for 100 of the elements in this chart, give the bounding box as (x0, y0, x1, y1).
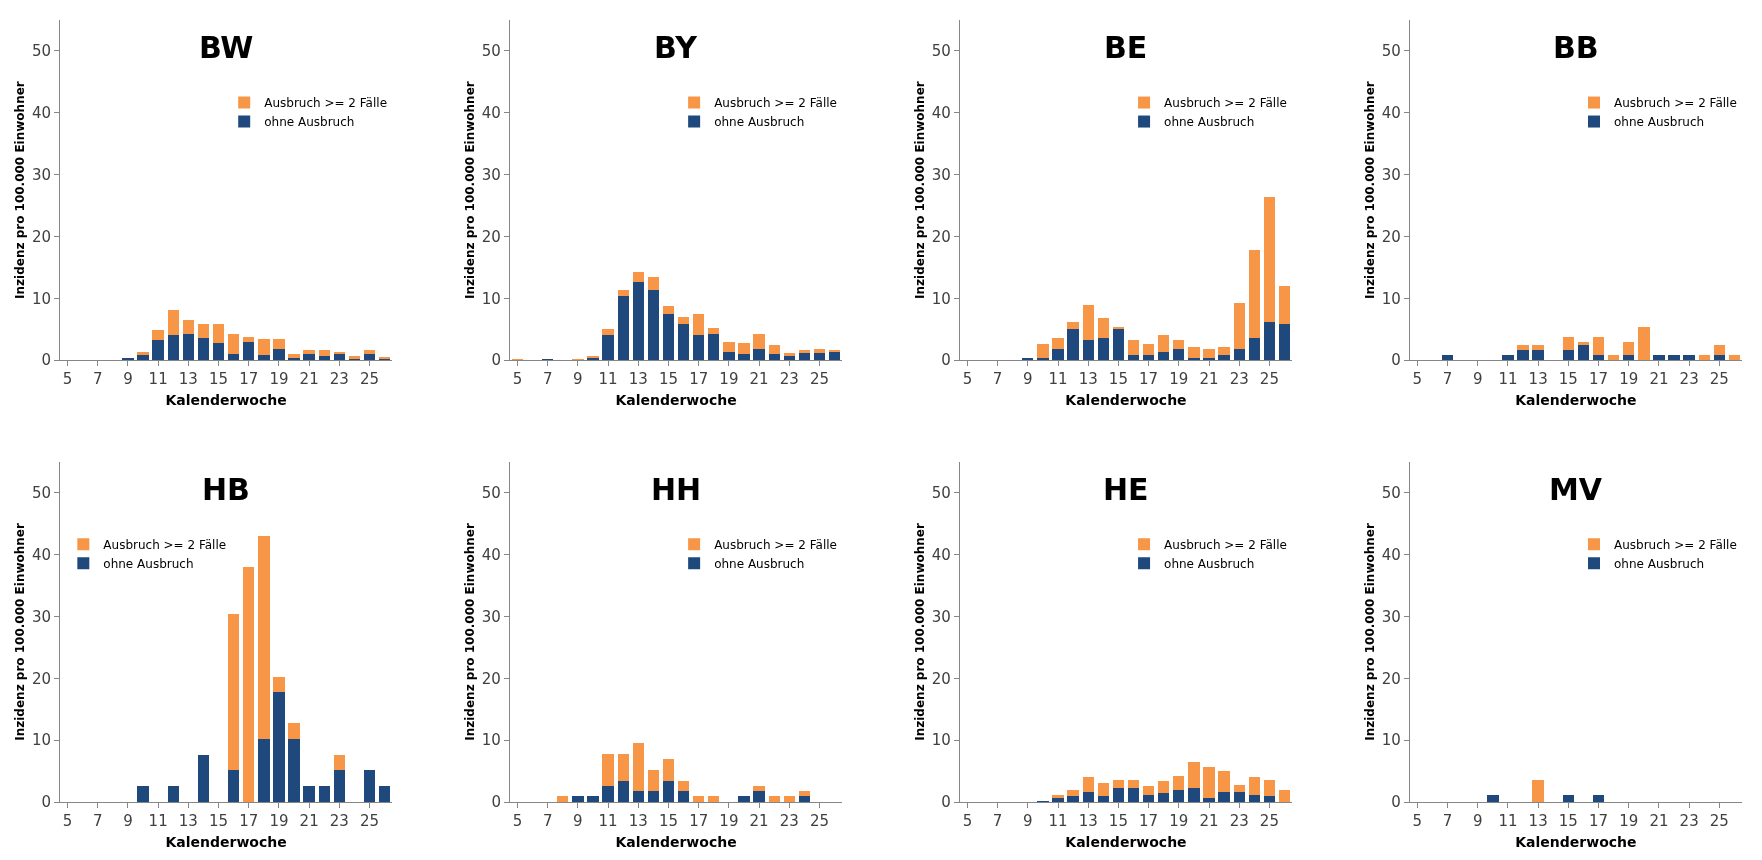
x-axis-title: Kalenderwoche (615, 392, 737, 409)
bar (288, 723, 300, 739)
x-tick-label: 5 (962, 812, 973, 830)
x-tick-label: 13 (1078, 812, 1098, 830)
bar (602, 785, 614, 802)
x-tick-label: 21 (1649, 812, 1669, 830)
x-tick-label: 7 (992, 812, 1003, 830)
x-tick-label: 17 (1589, 370, 1609, 389)
y-tick-label: 0 (1391, 351, 1401, 370)
x-tick-label: 21 (1649, 370, 1669, 389)
bar (1127, 779, 1140, 789)
bar (1158, 780, 1170, 794)
legend-label: Ausbruch >= 2 Fälle (103, 538, 227, 553)
bar (137, 352, 149, 355)
x-tick-label: 25 (360, 812, 380, 830)
bar (258, 355, 270, 361)
x-tick-label: 15 (209, 370, 229, 389)
y-tick-label: 30 (31, 607, 51, 626)
x-tick-label: 15 (209, 812, 229, 830)
bar (1067, 329, 1079, 361)
legend-label: ohne Ausbruch (1614, 115, 1705, 130)
x-tick-label: 19 (1169, 812, 1189, 830)
y-tick-label: 20 (481, 669, 501, 688)
y-tick-label: 10 (31, 731, 51, 750)
y-tick-label: 30 (1381, 165, 1401, 184)
x-tick-label: 15 (1558, 370, 1578, 389)
bar (197, 324, 210, 338)
bar (227, 353, 240, 361)
bar (1082, 777, 1094, 793)
bar (693, 335, 705, 361)
x-tick-label: 9 (1023, 812, 1033, 830)
chart-title: BB (1553, 30, 1599, 65)
chart-title: BW (199, 30, 254, 65)
x-tick-label: 25 (809, 370, 830, 389)
y-tick-label: 50 (1381, 484, 1401, 502)
bar (1158, 335, 1170, 352)
bar (753, 790, 765, 802)
bar (167, 335, 179, 361)
bar (318, 350, 330, 357)
bar (617, 780, 629, 802)
bar (768, 353, 780, 361)
bar (1188, 762, 1200, 789)
bar (273, 677, 285, 692)
x-axis-title: Kalenderwoche (1515, 834, 1637, 851)
y-tick-label: 50 (481, 42, 501, 61)
bar (783, 796, 795, 802)
bar (1142, 344, 1155, 356)
x-tick-label: 7 (542, 812, 553, 830)
x-tick-label: 15 (658, 370, 679, 389)
y-tick-label: 10 (931, 731, 951, 750)
legend-label: ohne Ausbruch (1614, 557, 1705, 572)
x-tick-label: 19 (1619, 812, 1639, 830)
y-tick-label: 10 (1381, 731, 1401, 750)
x-tick-label: 15 (1558, 812, 1578, 830)
chart-title: BY (654, 30, 699, 65)
bar (798, 352, 811, 361)
bar (617, 289, 629, 296)
bar (1037, 344, 1049, 358)
y-axis-title: Inzidenz pro 100.000 Einwohner (913, 81, 928, 299)
bar (1173, 349, 1185, 361)
x-tick-label: 5 (62, 812, 73, 830)
bar (333, 769, 346, 802)
x-tick-label: 21 (299, 812, 319, 830)
legend-label: Ausbruch >= 2 Fälle (264, 96, 388, 111)
bar (677, 324, 690, 361)
bar (798, 350, 811, 353)
legend-label: ohne Ausbruch (264, 115, 355, 130)
x-tick-label: 19 (1619, 370, 1639, 389)
x-tick-label: 7 (1442, 370, 1453, 389)
x-axis-title: Kalenderwoche (1065, 834, 1187, 851)
y-tick-label: 40 (931, 104, 951, 123)
bar (227, 769, 240, 802)
x-tick-label: 9 (573, 370, 583, 389)
y-tick-label: 40 (481, 104, 501, 123)
y-tick-label: 50 (481, 484, 501, 502)
bar (768, 345, 780, 354)
bar (303, 785, 315, 802)
bar (258, 738, 270, 802)
legend-label: Ausbruch >= 2 Fälle (714, 538, 837, 553)
y-tick-label: 40 (1381, 545, 1401, 564)
bar (333, 353, 346, 361)
legend-label: ohne Ausbruch (714, 557, 805, 572)
bar (1067, 321, 1079, 330)
bar (632, 282, 644, 361)
bar (677, 790, 690, 802)
x-tick-label: 13 (178, 370, 198, 389)
bar (197, 754, 210, 802)
x-tick-label: 7 (542, 370, 553, 389)
bar (1263, 321, 1276, 361)
x-tick-label: 5 (62, 370, 73, 389)
legend-label: Ausbruch >= 2 Fälle (1164, 538, 1287, 553)
x-tick-label: 7 (1442, 812, 1453, 830)
x-axis-title: Kalenderwoche (165, 392, 287, 409)
y-tick-label: 0 (41, 793, 51, 812)
bar (1112, 788, 1125, 802)
y-tick-label: 10 (481, 289, 501, 308)
bar (182, 319, 195, 335)
bar (602, 754, 614, 786)
legend-label: Ausbruch >= 2 Fälle (1164, 96, 1287, 111)
bar (1097, 337, 1109, 361)
